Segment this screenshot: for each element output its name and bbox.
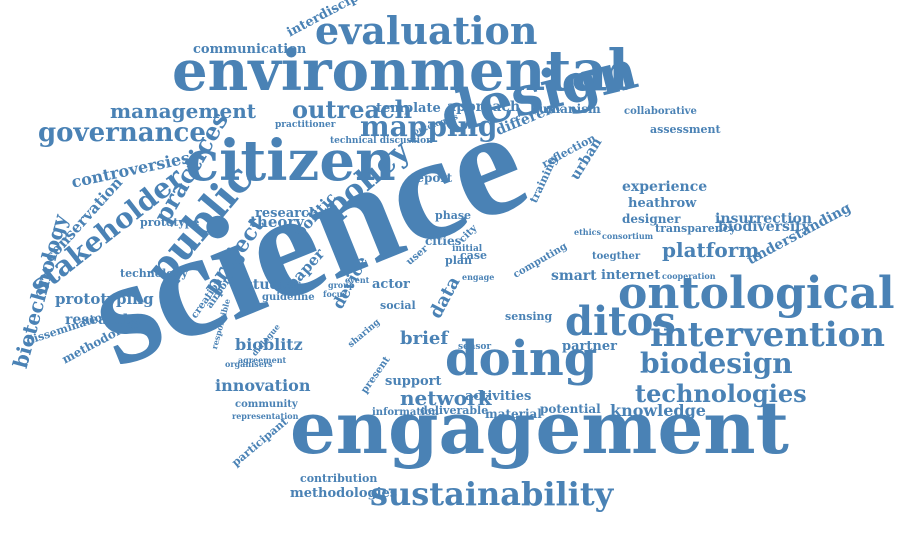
cloud-word: assessment xyxy=(650,123,721,136)
cloud-word: community xyxy=(235,399,298,410)
cloud-word: social xyxy=(380,299,416,312)
cloud-word: knowledge xyxy=(610,401,706,420)
cloud-word: plan xyxy=(445,254,472,267)
cloud-word: studies xyxy=(245,277,302,293)
cloud-word: sensing xyxy=(505,310,553,323)
cloud-word: material xyxy=(485,407,542,421)
cloud-word: template xyxy=(376,101,441,116)
cloud-word: cooperation xyxy=(662,271,716,281)
cloud-word: experience xyxy=(622,179,708,195)
cloud-word: innovation xyxy=(215,376,311,395)
cloud-word: sensor xyxy=(458,342,492,352)
cloud-word: mapping xyxy=(360,110,498,143)
cloud-word: report xyxy=(410,171,453,185)
cloud-word: network xyxy=(400,386,492,410)
cloud-word: technologies xyxy=(635,379,807,408)
cloud-word: bioblitz xyxy=(235,335,303,354)
cloud-word: data xyxy=(425,273,465,322)
cloud-word: deliverable xyxy=(420,404,489,417)
cloud-word: sharing xyxy=(346,317,383,350)
cloud-word: representation xyxy=(232,411,299,421)
cloud-word: group xyxy=(328,280,355,290)
cloud-word: methodologies xyxy=(290,486,398,501)
cloud-word: consortium xyxy=(602,231,654,241)
cloud-word: doing xyxy=(445,331,598,387)
cloud-word: theory xyxy=(250,213,305,231)
cloud-word: event xyxy=(345,275,370,285)
cloud-word: evaluation xyxy=(315,8,538,53)
cloud-word: cities xyxy=(425,234,462,248)
cloud-word: citizen xyxy=(185,128,396,194)
cloud-word: ditos xyxy=(565,298,676,345)
cloud-word: training xyxy=(527,154,561,206)
cloud-word: ethics xyxy=(574,227,602,237)
cloud-word: transparency xyxy=(655,222,736,235)
cloud-word: partner xyxy=(562,339,617,354)
cloud-word: biodiversity xyxy=(718,219,810,235)
cloud-word: toegther xyxy=(592,251,641,262)
cloud-word: platform xyxy=(662,238,760,262)
cloud-word: sustainability xyxy=(370,475,614,513)
cloud-word: initial xyxy=(452,244,483,254)
cloud-word: engage xyxy=(462,272,495,282)
cloud-word: london xyxy=(278,283,309,293)
cloud-word: prototyping xyxy=(55,290,154,308)
cloud-word: organisers xyxy=(225,359,273,369)
cloud-word: potential xyxy=(540,402,601,416)
cloud-word: focus xyxy=(323,289,347,299)
cloud-word: contribution xyxy=(300,472,378,485)
cloud-word: collaborative xyxy=(624,106,697,117)
cloud-word: outreach xyxy=(292,95,413,124)
cloud-word: insurrection xyxy=(715,211,813,227)
cloud-word: case xyxy=(460,249,488,262)
cloud-word: participant xyxy=(229,415,291,470)
cloud-word: brief xyxy=(400,328,449,349)
cloud-word: approach xyxy=(447,99,521,115)
cloud-word: practitioner xyxy=(275,120,336,130)
cloud-word: communication xyxy=(193,42,307,57)
cloud-word: engagement xyxy=(290,385,789,470)
cloud-word: ontological xyxy=(618,268,895,319)
cloud-word: technical discussion xyxy=(330,136,433,146)
cloud-word: environmental xyxy=(172,38,629,104)
cloud-word: heathrow xyxy=(628,196,697,211)
cloud-word: support xyxy=(385,374,442,389)
cloud-word: actor xyxy=(372,277,410,292)
cloud-word: humanism xyxy=(530,102,601,116)
cloud-word: biodesign xyxy=(640,347,793,380)
cloud-word: technology xyxy=(120,267,188,280)
cloud-word: internet xyxy=(601,268,661,283)
cloud-word: information xyxy=(372,407,439,418)
cloud-word: guideline xyxy=(262,292,315,303)
cloud-word: designer xyxy=(622,212,681,226)
cloud-word: agreement xyxy=(238,355,287,365)
cloud-word: research xyxy=(255,206,319,221)
cloud-word: intervention xyxy=(650,315,886,355)
cloud-word: governance xyxy=(38,118,206,148)
cloud-word: smart xyxy=(551,268,597,284)
cloud-word: researcher xyxy=(65,312,150,328)
cloud-word: activities xyxy=(465,389,532,404)
cloud-word: prototype xyxy=(140,216,200,229)
cloud-word: management xyxy=(110,99,256,123)
cloud-word: phase xyxy=(435,209,472,222)
